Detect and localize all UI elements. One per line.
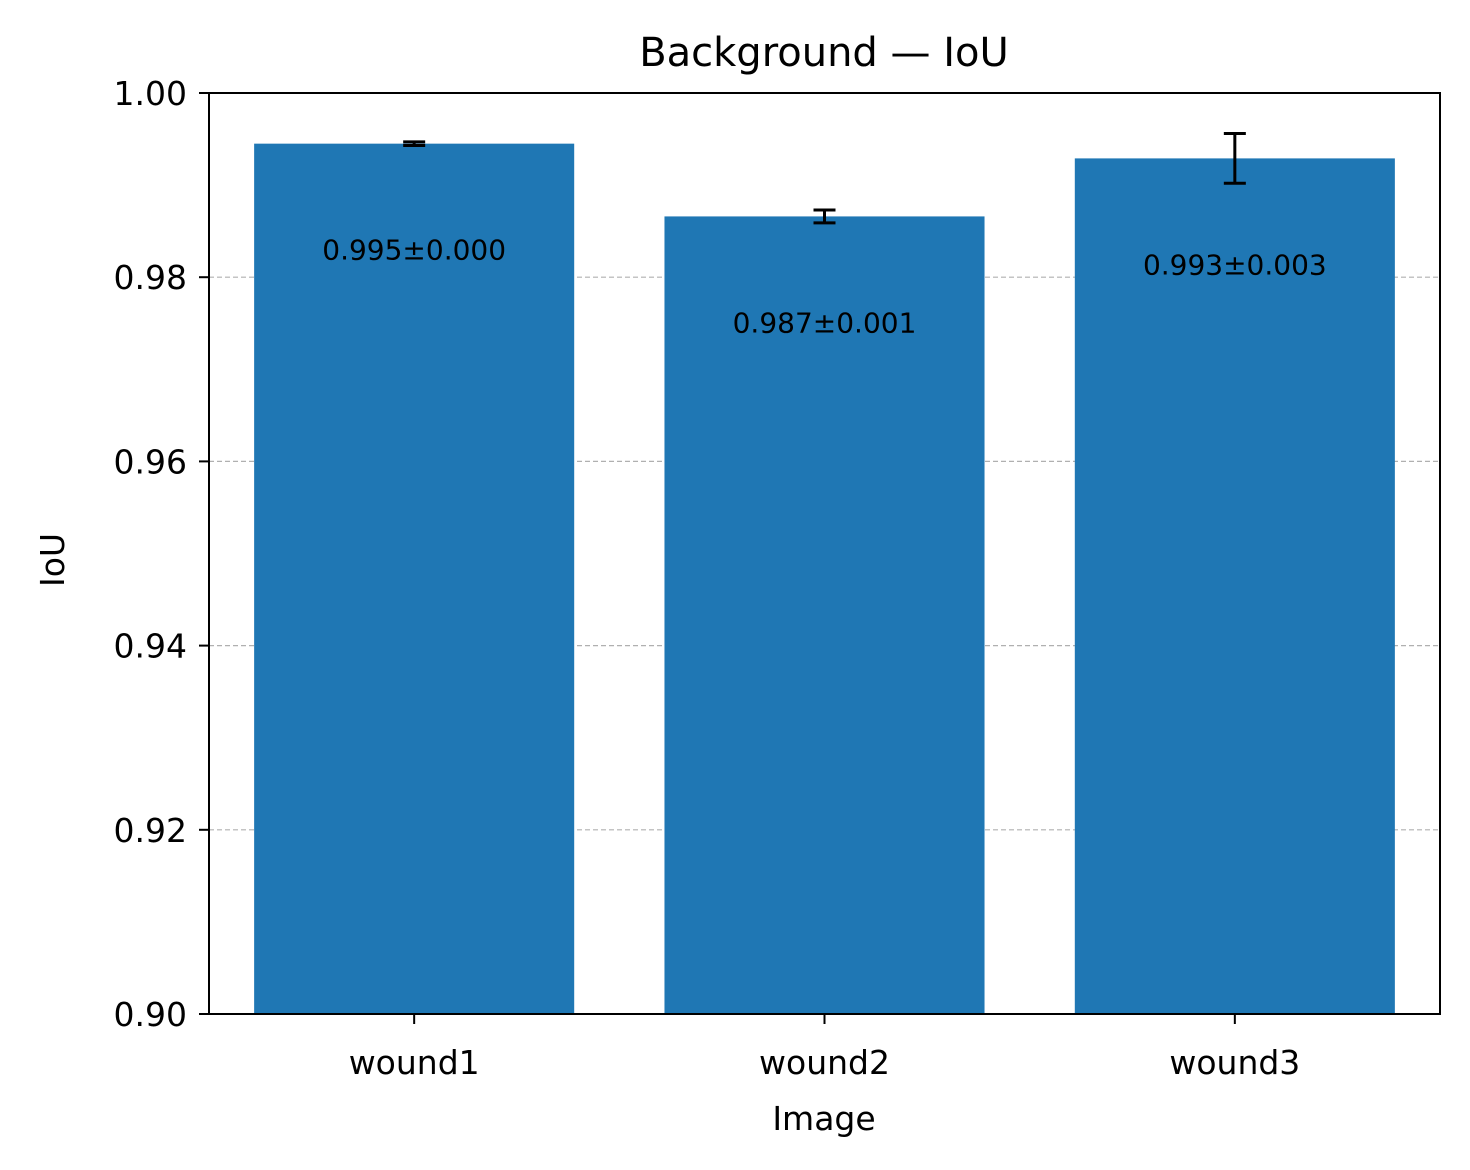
bar-wound3 <box>1074 158 1395 1015</box>
x-axis-ticks: wound1 wound2 wound3 <box>349 1014 1300 1082</box>
data-label-wound2: 0.987±0.001 <box>733 306 917 339</box>
bar-wound2 <box>664 216 985 1014</box>
bar-wound1 <box>254 143 575 1014</box>
y-axis-label: IoU <box>33 533 72 587</box>
bars <box>254 143 1395 1015</box>
error-bars <box>403 132 1246 225</box>
data-label-wound1: 0.995±0.000 <box>322 234 506 267</box>
data-label-wound3: 0.993±0.003 <box>1143 248 1327 281</box>
y-tick-label: 0.98 <box>114 258 187 297</box>
x-tick-label: wound3 <box>1169 1043 1300 1082</box>
y-tick-label: 0.92 <box>114 811 187 850</box>
x-axis-label: Image <box>772 1099 875 1138</box>
y-tick-label: 0.96 <box>114 442 187 481</box>
y-tick-label: 1.00 <box>114 74 187 113</box>
y-axis-ticks: 0.90 0.92 0.94 0.96 0.98 1.00 <box>114 74 209 1034</box>
x-tick-label: wound2 <box>759 1043 890 1082</box>
y-tick-label: 0.90 <box>114 995 187 1034</box>
x-tick-label: wound1 <box>349 1043 480 1082</box>
y-tick-label: 0.94 <box>114 627 187 666</box>
chart-title: Background — IoU <box>639 30 1009 76</box>
data-labels: 0.995±0.000 0.987±0.001 0.993±0.003 <box>322 234 1326 340</box>
